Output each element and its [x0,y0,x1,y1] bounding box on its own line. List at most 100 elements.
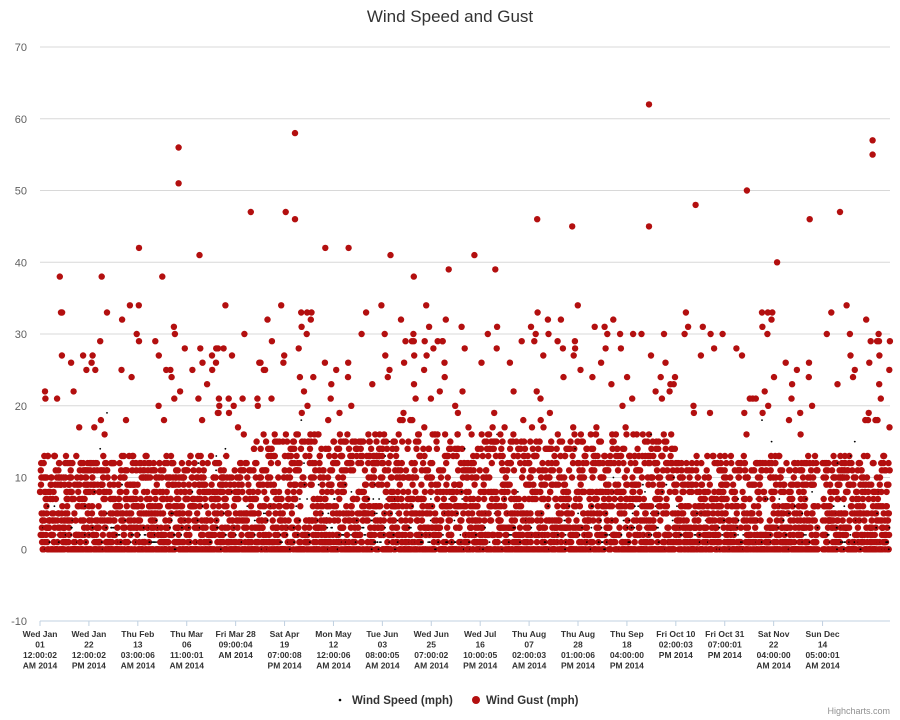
speed-point [591,505,594,508]
gust-point [409,481,416,488]
x-tick-label: Sat Nov [758,629,790,639]
gust-point [357,445,364,452]
gust-point [168,531,176,539]
gust-point [660,330,668,338]
gust-point [659,481,666,488]
speed-point [57,541,60,543]
gust-point [611,495,618,503]
x-tick-label: AM 2014 [414,661,449,671]
gust-point [155,352,162,359]
gust-point [631,538,638,546]
gust-point [662,445,669,452]
gust-point [594,452,601,460]
gust-point [50,510,57,517]
gust-point [655,438,662,445]
gust-point [421,488,429,496]
gust-point [710,452,717,460]
gust-point [589,445,597,452]
gust-point [629,395,636,402]
gust-point [421,424,428,431]
gust-point [395,431,402,438]
gust-point [238,531,245,539]
x-tick-label: AM 2014 [805,661,840,671]
gust-point [606,524,613,531]
gust-point [339,474,347,481]
gust-point [478,359,485,366]
gust-point [83,366,90,374]
gust-point [423,302,430,309]
gust-point [300,474,307,481]
speed-point [430,498,432,500]
speed-point [642,483,644,486]
gust-point [261,366,269,374]
gust-point [134,481,141,488]
gust-point [683,517,690,524]
gust-point [132,495,140,503]
gust-point [504,467,511,474]
gust-point [115,495,123,503]
gust-point [427,395,435,402]
gust-point [605,481,612,488]
x-tick-label: 03:00:06 [121,650,155,660]
speed-point [468,541,471,543]
gust-point [186,488,193,496]
speed-point [225,534,227,536]
gust-point [663,503,671,510]
speed-point [421,541,424,543]
gust-point [629,474,636,481]
gust-point [655,531,662,539]
gust-point [296,459,303,467]
speed-point [100,541,103,543]
gust-point [493,438,500,445]
gust-point [648,538,655,546]
gust-point [215,395,223,402]
x-tick-label: 04:00:00 [610,650,644,660]
gust-point [264,316,271,323]
gust-point [184,495,191,503]
gust-point [212,524,219,531]
gust-point [159,510,167,517]
gust-point [497,431,504,438]
gust-point [69,459,76,467]
gust-point [477,445,485,452]
gust-point [577,366,584,374]
gust-point [203,381,211,388]
gust-point [589,373,596,381]
gust-point [168,373,175,381]
gust-point [266,531,273,539]
gust-point [534,309,541,316]
gust-point [223,452,230,460]
gust-point [235,495,242,503]
gust-point [649,474,656,481]
gust-point [178,459,186,467]
gust-point [537,416,544,424]
y-tick-label: 40 [15,257,27,269]
x-tick-label: 22 [769,640,779,650]
speed-point [338,534,340,536]
gust-point [608,503,616,510]
speed-point [384,455,387,457]
gust-point [591,467,598,474]
gust-point [654,459,661,467]
gust-point [507,459,515,467]
gust-point [479,452,486,460]
gust-point [327,395,334,402]
gust-point [322,495,329,503]
gust-point [557,316,565,323]
x-tick-label: 12:00:02 [23,650,57,660]
gust-point [77,538,84,546]
speed-point [517,491,519,493]
gust-point [721,467,728,474]
gust-point [48,474,55,481]
gust-point [340,524,347,531]
gust-point [326,517,333,524]
gust-point [319,481,326,488]
gust-point [537,395,544,402]
gust-point [444,524,451,531]
gust-point [292,495,299,503]
gust-point [410,381,418,388]
gust-point [430,345,437,352]
speed-point [411,505,414,508]
gust-point [664,467,671,474]
